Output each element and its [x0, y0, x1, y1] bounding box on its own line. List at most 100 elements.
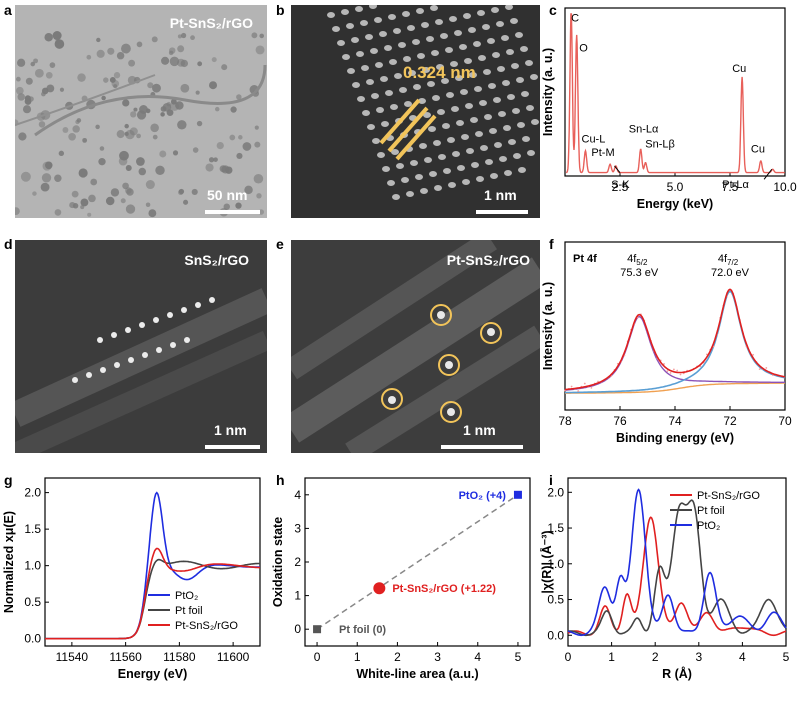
x-tick-label: 3 — [434, 650, 441, 664]
y-tick-label: 1 — [294, 589, 301, 603]
edx-arrow — [614, 165, 621, 173]
x-tick-label: 0 — [314, 650, 321, 664]
xps-peak-label: 4f5/2 — [627, 253, 648, 267]
xps-data-point — [676, 369, 679, 372]
y-tick-label: 2 — [294, 555, 301, 569]
x-tick-label: 11540 — [56, 650, 89, 664]
haadf-texture-d — [15, 240, 267, 453]
y-tick-label: 4 — [294, 488, 301, 502]
haadf-title-e: Pt-SnS₂/rGO — [446, 252, 530, 268]
xanes-chart: 11540 11560 11580 11600 0.0 0.5 1.0 1.5 2.0 Energ… — [2, 477, 261, 681]
edx-xlabel: Energy (keV) — [637, 197, 713, 211]
xps-data-point — [752, 353, 754, 356]
oxidation-ylabel: Oxidation state — [271, 517, 285, 607]
edx-peak-annotation: Cu-L — [582, 133, 606, 145]
y-tick-label: 1.5 — [24, 522, 41, 536]
tem-title-a: Pt-SnS₂/rGO — [169, 15, 253, 31]
edx-peak-annotation: Sn-Lα — [629, 123, 659, 135]
xps-series-4f52-fit — [564, 315, 785, 391]
panel-label-h: h — [276, 472, 285, 488]
y-tick-label: 3 — [294, 521, 301, 535]
scale-label-a: 50 nm — [207, 187, 248, 203]
xps-envelope-line — [564, 288, 786, 391]
point-label-pt-foil: Pt foil (0) — [339, 624, 386, 636]
x-tick-label: 7.5 — [722, 180, 739, 194]
x-tick-label: 2.5 — [612, 180, 629, 194]
y-tick-label: 1.0 — [24, 559, 41, 573]
exafs-ylabel: |χ(R)| (Å⁻³) — [540, 530, 554, 593]
scale-label-b: 1 nm — [484, 187, 517, 203]
x-tick-label: 1 — [608, 650, 615, 664]
edx-arrow — [763, 168, 773, 180]
xps-data-point — [765, 367, 768, 369]
lattice-spacing-label: 0.324 nm — [403, 63, 476, 82]
xanes-ylabel: Normalized xμ(E) — [2, 511, 16, 613]
edx-peak-annotation: O — [579, 43, 588, 55]
y-tick-label: 0.5 — [547, 593, 564, 607]
legend-label: Pt-SnS₂/rGO — [697, 490, 760, 502]
x-tick-label: 5.0 — [667, 180, 684, 194]
hrtem-texture-b — [291, 5, 540, 218]
edx-peak-annotation: C — [571, 12, 579, 24]
scale-bar-a — [205, 210, 260, 214]
panel-label-d: d — [4, 236, 13, 252]
x-tick-label: 72 — [723, 414, 737, 428]
x-tick-label: 5 — [515, 650, 522, 664]
haadf-texture-e — [291, 240, 540, 453]
exafs-series-line — [567, 516, 787, 637]
xps-peak-label: 4f7/2 — [718, 253, 739, 267]
scatter-point-pt-foil — [313, 625, 322, 634]
xps-background-line — [565, 382, 785, 394]
exafs-chart: 0 1 2 3 4 5 0.0 0.5 1.0 1.5 2.0 R (Å) |χ(R)| (Å⁻³) Pt… — [540, 477, 790, 681]
x-tick-label: 2 — [652, 650, 659, 664]
pt-atom-circle — [381, 388, 403, 410]
xps-frame — [564, 241, 786, 411]
point-label-pt-sns2: Pt-SnS₂/rGO (+1.22) — [392, 583, 496, 595]
panel-label-g: g — [4, 472, 13, 488]
xps-data-point — [669, 372, 672, 374]
y-tick-label: 1.5 — [547, 521, 564, 535]
panel-label-b: b — [276, 2, 285, 18]
scale-label-d: 1 nm — [214, 422, 247, 438]
xps-data-point — [570, 385, 573, 388]
edx-spectrum-chart: 2.5 5.0 7.5 10.0 Energy (keV) Intensity (a. u… — [541, 7, 797, 211]
edx-series-line — [565, 13, 785, 174]
legend-label: PtO₂ — [175, 590, 198, 602]
x-tick-label: 70 — [778, 414, 792, 428]
xanes-xlabel: Energy (eV) — [118, 667, 187, 681]
panel-label-a: a — [4, 2, 12, 18]
x-tick-label: 11560 — [109, 650, 142, 664]
point-label-pto2: PtO₂ (+4) — [459, 490, 507, 502]
y-tick-label: 0.0 — [547, 628, 564, 642]
exafs-series-line — [567, 499, 787, 637]
y-tick-label: 0.5 — [24, 595, 41, 609]
tem-texture-a — [15, 5, 267, 218]
scatter-point-pt-sns2 — [373, 582, 386, 595]
xps-pt4f-chart: 78 76 74 72 70 Binding energy (eV) Intensity (… — [541, 241, 792, 445]
xps-title: Pt 4f — [573, 253, 597, 265]
y-tick-label: 1.0 — [547, 557, 564, 571]
xps-xlabel: Binding energy (eV) — [616, 431, 734, 445]
exafs-xlabel: R (Å) — [662, 666, 692, 681]
edx-peak-annotation: Pt-Lα — [722, 179, 749, 191]
edx-peak-annotation: Cu — [751, 143, 765, 155]
exafs-series-line — [567, 488, 787, 637]
tem-image-a: Pt-SnS₂/rGO 50 nm — [15, 5, 267, 218]
xps-peak-energy: 75.3 eV — [620, 267, 659, 279]
haadf-image-d: SnS₂/rGO 1 nm — [15, 240, 267, 453]
edx-peak-annotation: Pt-M — [591, 147, 614, 159]
edx-ylabel: Intensity (a. u.) — [541, 48, 555, 136]
legend-label: Pt foil — [697, 505, 725, 517]
xps-peak-energy: 72.0 eV — [711, 267, 750, 279]
x-tick-label: 4 — [739, 650, 746, 664]
xanes-frame — [44, 477, 261, 647]
xps-ylabel: Intensity (a. u.) — [541, 282, 555, 370]
xps-data-point — [590, 386, 593, 389]
xps-data-point — [663, 363, 665, 365]
legend-label: Pt-SnS₂/rGO — [175, 620, 238, 632]
scale-label-e: 1 nm — [463, 422, 496, 438]
legend-label: Pt foil — [175, 605, 203, 617]
xps-data-point — [583, 382, 586, 385]
scatter-point-pto2 — [513, 490, 522, 499]
panel-label-e: e — [276, 236, 284, 252]
